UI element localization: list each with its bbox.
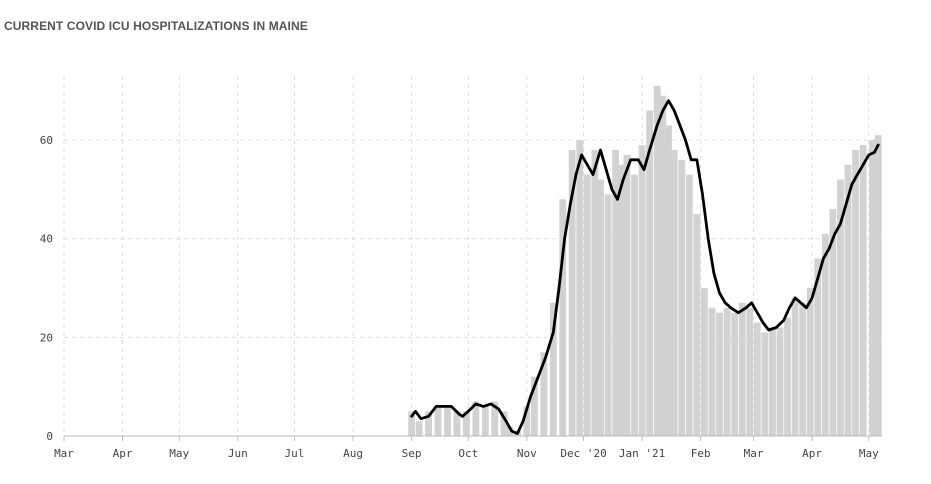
daily-bar xyxy=(784,317,791,436)
x-tick-label: Nov xyxy=(517,447,537,460)
x-tick-label: Jan '21 xyxy=(619,447,665,460)
daily-bar xyxy=(665,125,672,437)
daily-bar xyxy=(776,327,784,436)
daily-bar xyxy=(425,411,433,436)
daily-bar xyxy=(540,352,548,436)
daily-bar xyxy=(506,426,514,436)
daily-bar xyxy=(716,312,723,436)
daily-bar xyxy=(814,258,822,436)
daily-bar xyxy=(769,327,776,436)
x-tick-label: Apr xyxy=(113,447,133,460)
daily-bar xyxy=(791,297,799,436)
daily-bar xyxy=(829,209,837,436)
daily-bar xyxy=(701,288,708,436)
y-tick-label: 20 xyxy=(40,331,53,344)
daily-bar xyxy=(481,406,489,436)
x-tick-label: Mar xyxy=(744,447,764,460)
axes xyxy=(63,435,882,441)
x-tick-label: Apr xyxy=(802,447,822,460)
daily-bar xyxy=(693,214,701,436)
daily-bar xyxy=(530,376,538,436)
daily-bar xyxy=(591,149,599,436)
daily-bar xyxy=(746,307,754,436)
daily-bar xyxy=(723,307,731,436)
daily-bar xyxy=(604,194,612,436)
daily-bar xyxy=(753,322,761,436)
daily-bar xyxy=(623,154,631,436)
daily-bar xyxy=(500,411,508,436)
x-tick-label: Jul xyxy=(285,447,305,460)
daily-bars xyxy=(408,85,882,437)
daily-bar xyxy=(491,401,499,436)
daily-bar xyxy=(462,411,470,436)
daily-bar xyxy=(453,411,461,436)
daily-bar xyxy=(549,302,557,436)
daily-bar xyxy=(612,149,620,436)
average-line-path xyxy=(410,99,880,435)
daily-bar xyxy=(617,164,625,436)
daily-bar xyxy=(434,406,442,436)
daily-bar xyxy=(821,233,829,436)
chart-title: CURRENT COVID ICU HOSPITALIZATIONS IN MA… xyxy=(4,19,308,33)
daily-bar xyxy=(731,312,739,436)
y-tick-label: 0 xyxy=(46,430,53,443)
daily-bar xyxy=(837,179,844,436)
daily-bar xyxy=(444,406,451,436)
daily-bar xyxy=(708,307,716,436)
daily-bar xyxy=(415,421,423,436)
daily-bar xyxy=(408,411,416,436)
daily-bar xyxy=(576,140,584,436)
x-tick-label: Mar xyxy=(54,447,74,460)
x-tick-label: May xyxy=(859,447,879,460)
daily-bar xyxy=(852,149,859,436)
daily-bar xyxy=(568,149,576,436)
x-tick-label: Dec '20 xyxy=(560,447,606,460)
daily-bar xyxy=(638,145,646,437)
y-tick-label: 60 xyxy=(40,134,53,147)
daily-bar xyxy=(597,179,604,436)
daily-bar xyxy=(874,135,882,436)
x-tick-label: Sep xyxy=(402,447,422,460)
daily-bar xyxy=(653,85,661,437)
daily-bar xyxy=(678,159,686,436)
y-tick-label: 40 xyxy=(40,233,53,246)
daily-bar xyxy=(869,140,876,436)
daily-bar xyxy=(670,149,678,436)
daily-bar xyxy=(844,164,852,436)
daily-bar xyxy=(799,302,807,436)
tick-labels: 0 20 40 60 Mar Apr May Jun Jul Aug Sep Oct Nov Dec '2… xyxy=(40,134,879,460)
daily-bar xyxy=(806,288,814,436)
daily-bar xyxy=(559,199,567,436)
x-tick-label: Aug xyxy=(343,447,363,460)
daily-bar xyxy=(659,95,667,437)
daily-bar xyxy=(761,332,769,436)
daily-bar xyxy=(646,110,654,437)
grid-lines xyxy=(63,76,882,436)
daily-bar xyxy=(859,145,867,437)
x-tick-label: Feb xyxy=(691,447,711,460)
daily-bar xyxy=(631,174,638,437)
daily-bar xyxy=(523,406,531,436)
daily-bar xyxy=(685,174,693,437)
x-tick-label: Oct xyxy=(458,447,478,460)
x-tick-label: Jun xyxy=(228,447,248,460)
daily-bar xyxy=(472,401,480,436)
average-line xyxy=(410,99,880,435)
daily-bar xyxy=(583,174,591,437)
daily-bar xyxy=(738,302,746,436)
x-tick-label: May xyxy=(169,447,189,460)
